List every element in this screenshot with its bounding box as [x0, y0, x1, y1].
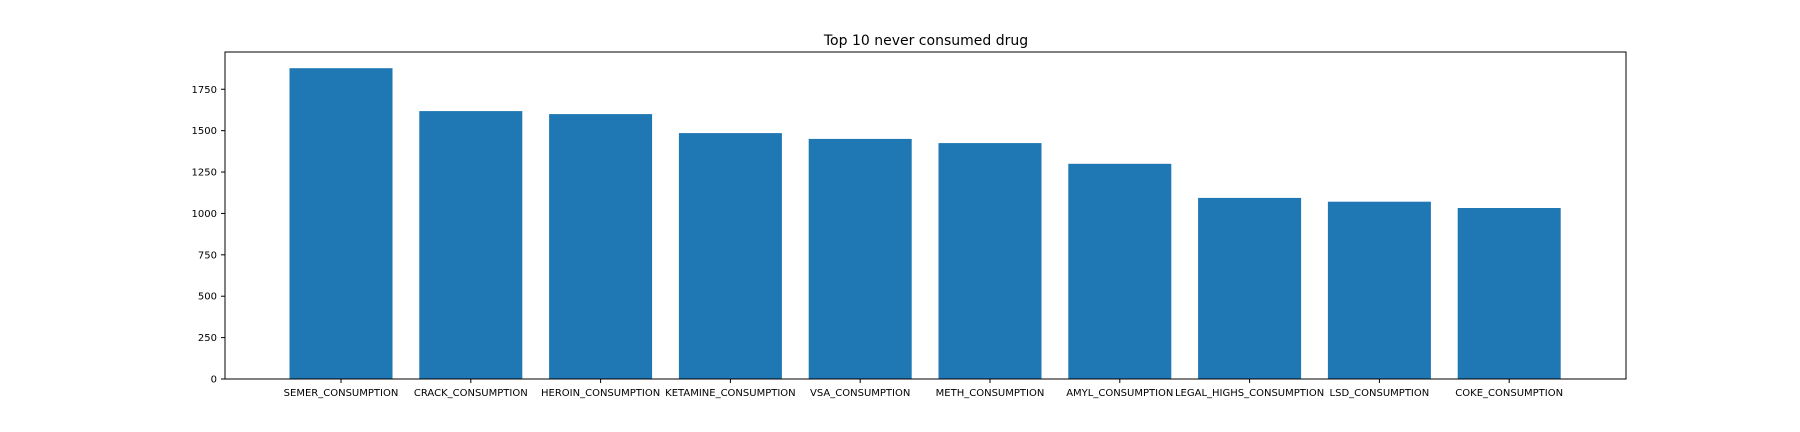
y-tick-label: 1250: [192, 168, 217, 179]
y-axis: 0 250 500 750 1000 1250 1500 1750: [192, 85, 225, 386]
y-tick-label: 0: [211, 375, 217, 386]
y-tick-label: 1000: [192, 209, 217, 220]
bar-legal-highs-consumption: [1198, 197, 1302, 379]
x-tick-label: AMYL_CONSUMPTION: [1066, 388, 1173, 399]
y-tick-label: 500: [198, 292, 217, 303]
x-tick-label: LEGAL_HIGHS_CONSUMPTION: [1175, 388, 1324, 399]
y-tick-label: 750: [198, 250, 217, 261]
bar-ketamine-consumption: [678, 133, 782, 379]
y-tick-label: 250: [198, 333, 217, 344]
x-tick-label: HEROIN_CONSUMPTION: [541, 388, 660, 399]
x-tick-label: VSA_CONSUMPTION: [810, 388, 910, 399]
x-tick-label: METH_CONSUMPTION: [936, 388, 1045, 399]
bar-vsa-consumption: [808, 138, 912, 379]
bar-semer-consumption: [289, 68, 393, 379]
bar-amyl-consumption: [1068, 163, 1172, 379]
plot-frame: [224, 51, 1627, 380]
x-tick-label: LSD_CONSUMPTION: [1330, 388, 1430, 399]
chart-title: Top 10 never consumed drug: [823, 33, 1028, 49]
bar-coke-consumption: [1457, 208, 1561, 379]
x-axis: SEMER_CONSUMPTION CRACK_CONSUMPTION HEROIN…: [284, 379, 1563, 399]
x-tick-label: KETAMINE_CONSUMPTION: [665, 388, 796, 399]
bar-meth-consumption: [938, 143, 1042, 379]
plot-area: [289, 68, 1561, 379]
x-tick-label: COKE_CONSUMPTION: [1455, 388, 1563, 399]
x-tick-label: CRACK_CONSUMPTION: [414, 388, 528, 399]
y-tick-label: 1500: [192, 126, 217, 137]
x-tick-label: SEMER_CONSUMPTION: [284, 388, 399, 399]
bar-heroin-consumption: [549, 114, 653, 379]
bar-lsd-consumption: [1327, 201, 1431, 379]
bar-crack-consumption: [419, 111, 523, 379]
y-tick-label: 1750: [192, 85, 217, 96]
